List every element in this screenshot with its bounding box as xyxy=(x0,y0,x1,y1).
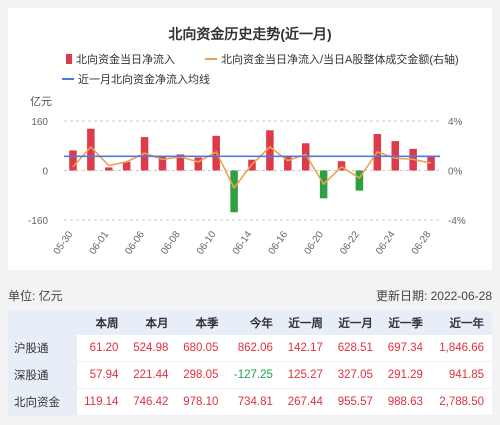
legend-bar-label: 北向资金当日净流入 xyxy=(76,52,175,66)
table-cell: 57.94 xyxy=(77,361,127,389)
table-cell: 524.98 xyxy=(126,335,177,362)
table-cell: -127.25 xyxy=(226,361,281,389)
column-header: 今年 xyxy=(226,311,281,335)
chart-title: 北向资金历史走势(近一月) xyxy=(168,26,332,42)
y-tick-label: -160 xyxy=(28,216,48,227)
table-cell: 119.14 xyxy=(77,388,127,416)
table-cell: 941.85 xyxy=(430,361,492,389)
northbound-flow-chart: 北向资金当日净流入 北向资金当日净流入/当日A股整体成交金额(右轴) 近一月北向资金… xyxy=(28,52,466,257)
bar xyxy=(158,156,167,171)
table-cell: 746.42 xyxy=(126,388,177,416)
column-header xyxy=(8,311,78,335)
unit-label: 单位: 亿元 xyxy=(8,289,63,303)
table-cell: 142.17 xyxy=(280,335,331,362)
x-tick-label: 06-20 xyxy=(302,229,326,257)
y-tick-label: 160 xyxy=(31,117,48,128)
bar xyxy=(176,154,185,171)
row-label: 深股通 xyxy=(8,361,78,389)
table-cell: 680.05 xyxy=(176,335,227,362)
summary-table: 本周 本月 本季 今年 近一周 近一月 近一季 近一年 沪股通 61.20 524.98 680.0… xyxy=(8,311,492,416)
y-axis-unit: 亿元 xyxy=(30,95,52,108)
table-cell: 628.51 xyxy=(330,335,381,362)
bar xyxy=(230,170,238,213)
column-header: 近一周 xyxy=(280,311,331,335)
bar xyxy=(284,156,292,171)
column-header: 本季 xyxy=(176,311,227,335)
table-cell: 298.05 xyxy=(176,361,227,389)
table-cell: 697.34 xyxy=(380,335,431,362)
column-header: 近一月 xyxy=(330,311,381,335)
column-header: 本月 xyxy=(126,311,177,335)
legend-bar-swatch xyxy=(66,54,72,64)
bar xyxy=(105,167,113,171)
x-tick-label: 05-30 xyxy=(52,229,76,257)
column-header: 近一季 xyxy=(380,311,431,335)
legend-avg-label: 近一月北向资金净流入均线 xyxy=(78,72,210,86)
table-cell: 291.29 xyxy=(380,361,431,389)
table-cell: 2,788.50 xyxy=(430,388,492,416)
x-tick-label: 06-28 xyxy=(410,229,434,257)
y-tick-label: 0 xyxy=(42,167,48,178)
y2-tick-label: -4% xyxy=(448,216,466,227)
bar xyxy=(194,157,203,171)
table-row: 沪股通 61.20 524.98 680.05 862.06 142.17 628.51 69… xyxy=(8,335,492,362)
x-tick-label: 06-22 xyxy=(338,229,362,257)
column-header: 近一年 xyxy=(430,311,492,335)
bar xyxy=(122,161,131,171)
bar xyxy=(427,156,435,171)
table-cell: 978.10 xyxy=(176,388,227,416)
table-cell: 267.44 xyxy=(280,388,331,416)
table-cell: 61.20 xyxy=(77,335,127,362)
table-cell: 862.06 xyxy=(226,335,281,362)
ratio-line xyxy=(72,145,432,190)
x-tick-label: 06-10 xyxy=(195,229,219,257)
y2-tick-label: 4% xyxy=(448,117,463,128)
table-cell: 327.05 xyxy=(330,361,381,389)
x-tick-label: 06-08 xyxy=(159,229,183,257)
x-tick-label: 06-14 xyxy=(231,229,255,257)
chart-card: 北向资金历史走势(近一月) 北向资金当日净流入 北向资金当日净流入/当日A股整体成… xyxy=(8,8,492,270)
x-tick-label: 06-16 xyxy=(267,229,291,257)
bar xyxy=(69,150,77,171)
table-header-row: 本周 本月 本季 今年 近一周 近一月 近一季 近一年 xyxy=(8,311,492,335)
y2-tick-label: 0% xyxy=(448,167,463,178)
x-tick-label: 06-06 xyxy=(123,229,147,257)
table-cell: 734.81 xyxy=(226,388,281,416)
row-label: 沪股通 xyxy=(8,335,78,362)
row-label: 北向资金 xyxy=(8,388,78,416)
table-cell: 988.63 xyxy=(380,388,431,416)
bar xyxy=(355,170,364,191)
x-tick-label: 06-24 xyxy=(374,229,398,257)
table-body: 沪股通 61.20 524.98 680.05 862.06 142.17 628.51 69… xyxy=(8,335,492,416)
update-date: 更新日期: 2022-06-28 xyxy=(375,289,492,303)
legend-ratio-label: 北向资金当日净流入/当日A股整体成交金额(右轴) xyxy=(221,52,459,66)
column-header: 本周 xyxy=(77,311,127,335)
bar xyxy=(266,130,274,171)
bar xyxy=(87,128,95,171)
table-row: 北向资金 119.14 746.42 978.10 734.81 267.44 955.57… xyxy=(8,388,492,416)
x-tick-label: 06-01 xyxy=(88,229,112,257)
table-cell: 955.57 xyxy=(330,388,381,416)
table-row: 深股通 57.94 221.44 298.05 -127.25 125.27 327.05 2… xyxy=(8,361,492,389)
table-cell: 125.27 xyxy=(280,361,331,389)
table-cell: 1,846.66 xyxy=(430,335,492,362)
table-cell: 221.44 xyxy=(126,361,177,389)
